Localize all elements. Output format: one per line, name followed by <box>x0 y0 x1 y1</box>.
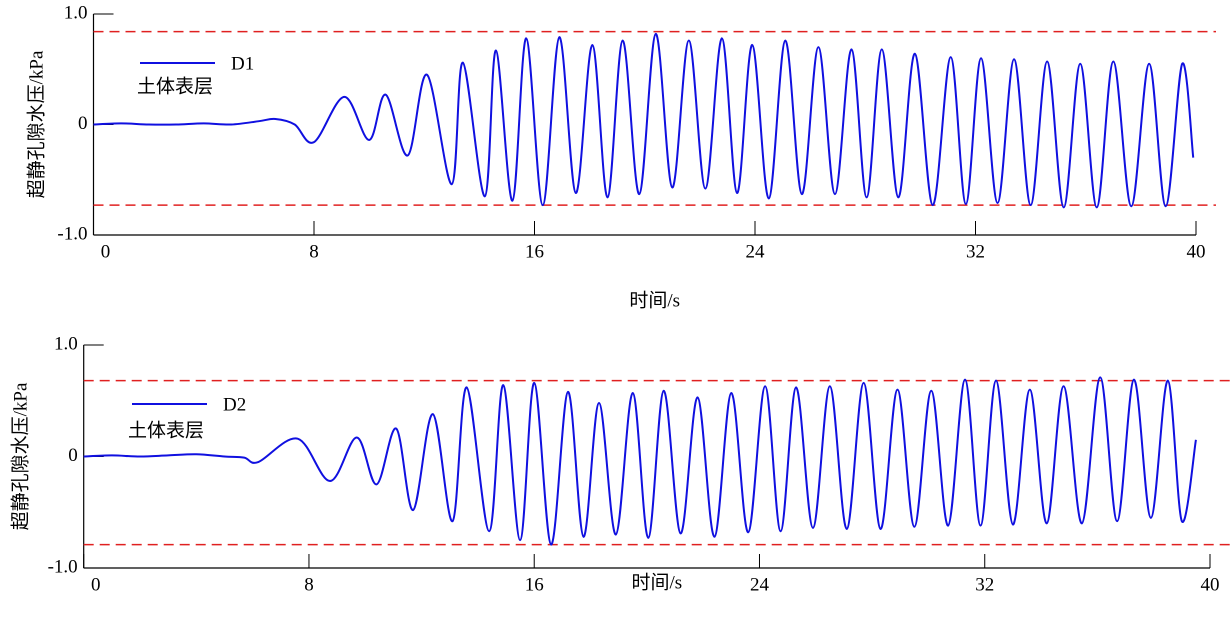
annotation: 土体表层 <box>128 419 204 441</box>
x-axis-label: 时间/s <box>632 571 683 593</box>
y-tick-label: 0 <box>78 113 88 134</box>
x-tick-label: 24 <box>750 574 770 595</box>
x-tick-label: 8 <box>309 241 319 262</box>
data-line <box>83 376 1197 546</box>
x-tick-label: 16 <box>525 241 544 262</box>
x-tick-label: 24 <box>746 241 766 262</box>
x-tick-label: 40 <box>1187 241 1206 262</box>
y-tick-label: 1.0 <box>54 333 78 354</box>
x-tick-label: 32 <box>975 574 994 595</box>
x-tick-label: 32 <box>966 241 985 262</box>
x-tick-label: 8 <box>304 574 314 595</box>
y-tick-label: -1.0 <box>57 223 87 244</box>
x-tick-label: 40 <box>1201 574 1220 595</box>
annotation: 土体表层 <box>137 75 213 97</box>
y-tick-label: 1.0 <box>64 2 88 23</box>
y-axis-label: 超静孔隙水压/kPa <box>9 382 31 530</box>
y-axis-label: 超静孔隙水压/kPa <box>25 50 47 198</box>
x-tick-label: 16 <box>525 574 544 595</box>
y-tick-label: 0 <box>68 445 78 466</box>
data-line <box>93 32 1195 209</box>
x-tick-label: 0 <box>91 574 101 595</box>
legend-label: D2 <box>223 394 246 415</box>
y-tick-label: -1.0 <box>48 556 78 577</box>
x-tick-label: 0 <box>101 241 111 262</box>
x-axis-label: 时间/s <box>629 289 680 311</box>
legend-label: D1 <box>231 53 254 74</box>
